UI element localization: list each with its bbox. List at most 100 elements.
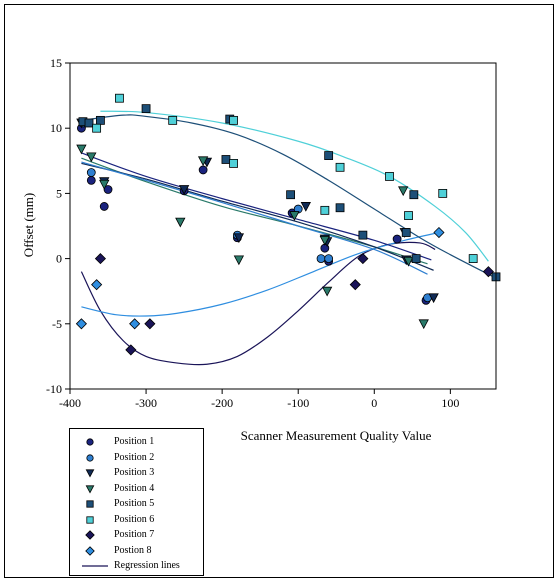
data-point — [392, 234, 402, 244]
legend-label: Position 5 — [114, 498, 155, 509]
data-point — [286, 190, 296, 200]
data-point — [428, 293, 439, 304]
data-point — [300, 202, 311, 212]
regression-line — [81, 114, 497, 279]
y-tick-label: 0 — [56, 252, 62, 266]
data-point — [357, 253, 369, 265]
plot-border — [69, 62, 497, 390]
legend-item: Position 5 — [70, 497, 203, 511]
y-tick-label: 5 — [56, 186, 62, 200]
data-point — [229, 115, 238, 125]
legend: Position 1 Position 2 Position 3 Position 4… — [69, 428, 204, 576]
data-point — [433, 226, 445, 239]
data-point — [168, 115, 178, 125]
legend-marker-swatch — [85, 469, 95, 478]
data-point — [398, 186, 409, 197]
legend-marker — [85, 484, 95, 494]
x-tick-label: -300 — [135, 396, 157, 410]
data-point — [482, 266, 494, 278]
legend-item: Position 2 — [70, 451, 203, 465]
data-point — [324, 254, 334, 264]
y-tick-label: 15 — [50, 56, 62, 70]
regression-line — [80, 241, 436, 366]
data-point — [335, 162, 345, 172]
data-point — [92, 123, 102, 133]
legend-marker — [86, 500, 94, 508]
data-point — [175, 217, 186, 228]
y-tick-label: 10 — [50, 121, 62, 135]
legend-item: Position 4 — [70, 482, 203, 496]
legend-marker-swatch — [85, 545, 95, 556]
data-point — [404, 211, 413, 220]
data-point — [96, 115, 105, 125]
legend-marker — [85, 545, 95, 556]
legend-marker — [85, 530, 95, 540]
data-point — [335, 203, 345, 213]
axes: -400 -300 -200 -100 0 100 -10 -5 0 5 10 15 — [46, 56, 497, 410]
legend-item: Postion 8 — [70, 544, 203, 558]
regression-line — [81, 162, 434, 271]
regression-line — [100, 110, 489, 262]
legend-item: Position 6 — [70, 513, 203, 527]
x-tick-label: -400 — [59, 396, 81, 410]
data-point — [401, 228, 411, 237]
legend-item: Position 7 — [70, 528, 203, 542]
legend-marker-swatch — [85, 530, 95, 540]
legend-label: Position 4 — [114, 482, 155, 494]
data-point — [99, 179, 110, 190]
data-point — [75, 318, 87, 330]
legend-marker — [86, 438, 94, 446]
x-axis-title: Scanner Measurement Quality Value — [241, 428, 432, 443]
data-point — [438, 188, 448, 198]
data-point — [129, 318, 141, 330]
legend-item: Position 1 — [70, 435, 203, 449]
legend-marker — [86, 515, 94, 524]
data-point — [319, 235, 331, 246]
y-tick-label: -10 — [46, 382, 62, 396]
data-point — [99, 202, 109, 211]
data-point — [411, 254, 421, 264]
data-point — [178, 185, 190, 195]
data-point — [221, 155, 231, 164]
data-point — [321, 286, 333, 297]
data-point — [324, 151, 334, 160]
data-point — [94, 253, 106, 265]
data-point — [198, 165, 208, 175]
legend-item: Regression lines — [70, 559, 203, 573]
legend-marker-swatch — [85, 484, 95, 494]
legend-marker-swatch — [86, 438, 94, 446]
data-point — [233, 233, 245, 244]
data-point — [86, 168, 96, 177]
regression-line — [81, 152, 432, 261]
regression-line — [81, 161, 428, 275]
data-point — [86, 175, 96, 185]
data-point — [409, 190, 419, 200]
data-point — [403, 256, 414, 267]
legend-label: Position 1 — [114, 436, 155, 447]
data-point — [91, 279, 103, 291]
x-tick-label: 100 — [441, 396, 459, 410]
legend-marker-swatch — [86, 515, 94, 524]
legend-item: Position 3 — [70, 466, 203, 480]
x-tick-label: -200 — [211, 396, 233, 410]
data-point — [233, 255, 245, 266]
legend-label: Position 3 — [114, 467, 155, 478]
data-point — [84, 118, 94, 128]
legend-label: Position 6 — [114, 513, 155, 525]
regression-line — [81, 231, 440, 317]
legend-marker-swatch — [86, 500, 94, 508]
legend-label: Postion 8 — [114, 544, 152, 556]
data-point — [320, 205, 330, 215]
legend-label: Position 2 — [114, 451, 155, 463]
x-tick-label: 0 — [371, 396, 377, 410]
legend-line-swatch — [82, 565, 108, 567]
plot-area — [75, 93, 501, 366]
data-point — [229, 159, 238, 168]
x-tick-label: -100 — [287, 396, 309, 410]
legend-label: Position 7 — [114, 529, 155, 540]
data-point — [103, 185, 113, 194]
legend-label: Regression lines — [114, 560, 180, 571]
data-point — [349, 279, 361, 291]
data-point — [125, 344, 137, 356]
